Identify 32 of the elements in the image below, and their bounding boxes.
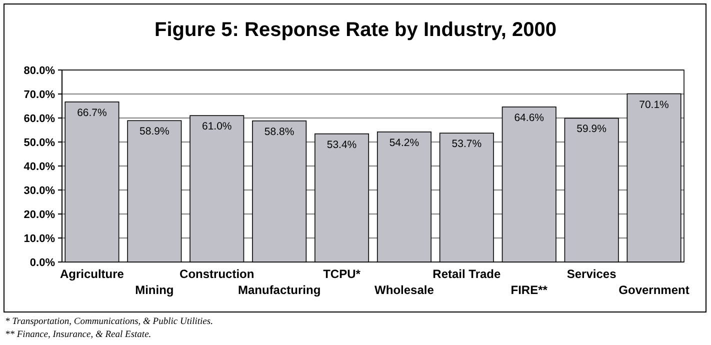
x-tick-label: Wholesale — [374, 283, 434, 297]
x-tick-label: Retail Trade — [432, 267, 502, 281]
y-tick-label: 30.0% — [24, 185, 56, 197]
x-tick-label: Mining — [135, 283, 174, 297]
data-label: 64.6% — [514, 112, 544, 124]
x-tick-label: Construction — [180, 267, 254, 281]
y-tick-label: 0.0% — [30, 257, 56, 269]
text: * Transportation, Communications, & Public Utilities. — [5, 317, 213, 327]
data-label: 59.9% — [576, 123, 606, 136]
y-tick-label: 70.0% — [24, 89, 56, 101]
data-label: 66.7% — [77, 106, 107, 119]
y-tick-label: 10.0% — [24, 233, 56, 245]
data-label: 58.9% — [140, 126, 170, 138]
data-label: 53.7% — [452, 138, 482, 150]
y-tick-label: 20.0% — [24, 209, 56, 221]
x-tick-label: FIRE** — [510, 283, 548, 297]
x-tick-label: Government — [618, 283, 690, 297]
x-tick-label: Manufacturing — [238, 283, 321, 297]
data-label: 53.4% — [326, 138, 357, 151]
y-tick-label: 40.0% — [24, 161, 56, 173]
data-label: 58.8% — [264, 126, 294, 138]
chart-title: Figure 5: Response Rate by Industry, 2000 — [154, 19, 556, 41]
x-tick-label: Agriculture — [60, 267, 124, 281]
text: ** Finance, Insurance, & Real Estate. — [5, 330, 152, 340]
x-tick-label: TCPU* — [323, 267, 361, 281]
y-tick-label: 50.0% — [24, 137, 56, 149]
data-label: 70.1% — [639, 98, 669, 111]
data-label: 54.2% — [389, 136, 420, 149]
x-tick-label: Services — [566, 267, 617, 281]
data-label: 61.0% — [202, 120, 232, 133]
y-tick-label: 80.0% — [24, 65, 56, 77]
y-tick-label: 60.0% — [24, 113, 56, 125]
